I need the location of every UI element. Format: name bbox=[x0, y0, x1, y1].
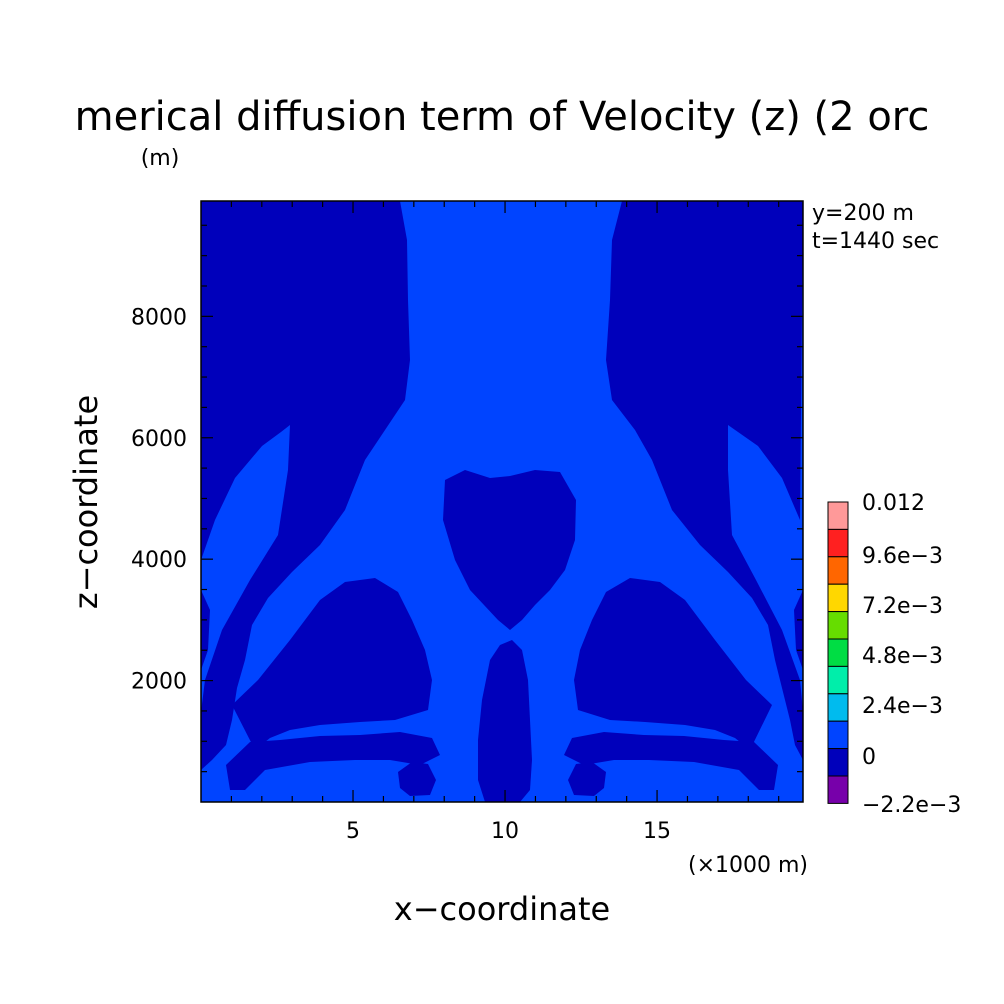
colorbar-labels: 0.012 9.6e−3 7.2e−3 4.8e−3 2.4e−3 0 −2.2e−3 bbox=[862, 491, 961, 818]
x-tick-label: 10 bbox=[491, 819, 519, 844]
region-center-blob bbox=[443, 470, 576, 630]
chart-title: merical diffusion term of Velocity (z) (… bbox=[75, 94, 930, 140]
y-axis-ticks bbox=[201, 224, 803, 773]
region-left-lobe bbox=[232, 578, 432, 750]
x-units-label: (×1000 m) bbox=[688, 853, 808, 878]
colorbar-swatch bbox=[827, 775, 849, 804]
colorbar-label: 0.012 bbox=[862, 491, 925, 516]
y-tick-label: 2000 bbox=[131, 670, 187, 695]
colorbar-label: −2.2e−3 bbox=[862, 793, 961, 818]
x-tick-label: 15 bbox=[643, 819, 671, 844]
colorbar bbox=[827, 501, 849, 804]
region-upper-left bbox=[201, 201, 410, 770]
x-axis-label: x−coordinate bbox=[394, 890, 610, 928]
colorbar-swatch bbox=[827, 501, 849, 530]
x-axis-ticks bbox=[230, 201, 780, 802]
colorbar-label: 7.2e−3 bbox=[862, 594, 943, 619]
region-left-foot bbox=[398, 762, 436, 796]
x-tick-label: 5 bbox=[346, 819, 360, 844]
y-tick-label: 4000 bbox=[131, 548, 187, 573]
colorbar-swatch bbox=[827, 528, 849, 558]
region-right-foot bbox=[568, 762, 606, 796]
colorbar-swatch bbox=[827, 720, 849, 750]
colorbar-swatch bbox=[827, 611, 849, 640]
annotation-t: t=1440 sec bbox=[812, 229, 939, 254]
region-bottom-right bbox=[564, 732, 778, 790]
plot-area bbox=[200, 200, 804, 803]
colorbar-label: 4.8e−3 bbox=[862, 644, 943, 669]
y-tick-label: 6000 bbox=[131, 427, 187, 452]
colorbar-swatch bbox=[827, 583, 849, 613]
region-upper-right bbox=[606, 201, 803, 760]
annotation-y: y=200 m bbox=[812, 201, 914, 226]
region-bottom-left bbox=[226, 732, 440, 790]
colorbar-label: 0 bbox=[862, 745, 876, 770]
y-tick-label: 8000 bbox=[131, 305, 187, 330]
colorbar-swatch bbox=[827, 748, 849, 777]
colorbar-label: 2.4e−3 bbox=[862, 694, 943, 719]
colorbar-swatch bbox=[827, 638, 849, 667]
colorbar-swatch bbox=[827, 693, 849, 722]
y-axis-label: z−coordinate bbox=[67, 395, 105, 609]
colorbar-swatch bbox=[827, 556, 849, 585]
colorbar-label: 9.6e−3 bbox=[862, 544, 943, 569]
region-right-lobe bbox=[574, 578, 772, 750]
x-tick-labels: 5 10 15 bbox=[346, 819, 671, 844]
region-center-column bbox=[478, 640, 532, 802]
plot-frame bbox=[200, 200, 804, 803]
colorbar-swatch bbox=[827, 665, 849, 695]
y-units-label: (m) bbox=[141, 146, 180, 171]
y-tick-labels: 2000 4000 6000 8000 bbox=[131, 305, 187, 694]
